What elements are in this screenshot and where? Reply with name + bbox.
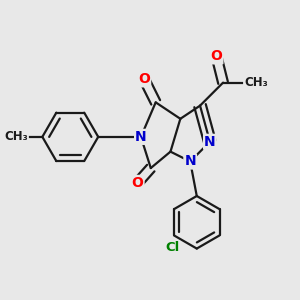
Text: O: O (211, 50, 222, 63)
Text: CH₃: CH₃ (4, 130, 28, 143)
Text: CH₃: CH₃ (244, 76, 268, 89)
Text: O: O (132, 176, 144, 190)
Text: N: N (135, 130, 147, 144)
Text: N: N (204, 135, 216, 149)
Text: O: O (138, 72, 150, 86)
Text: N: N (184, 154, 196, 169)
Text: Cl: Cl (165, 242, 179, 254)
